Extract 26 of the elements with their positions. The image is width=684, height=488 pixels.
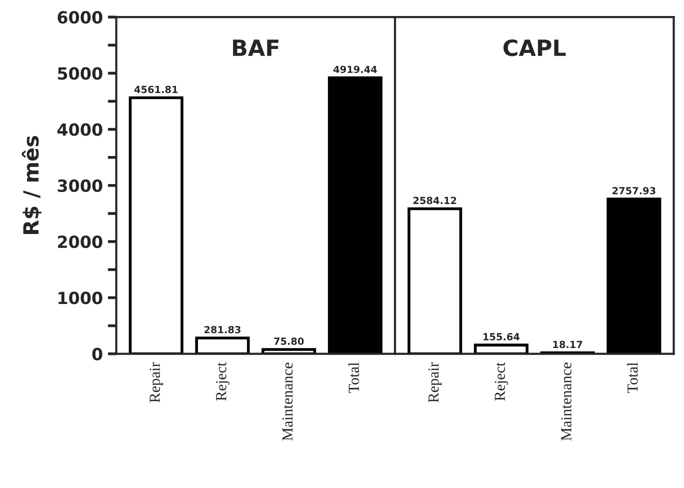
data-label: 281.83 xyxy=(204,326,240,334)
x-tick-label: Reject xyxy=(494,362,508,401)
y-tick-label: 4000 xyxy=(57,123,102,136)
x-tick-label: Maintenance xyxy=(561,362,572,441)
text: CAPL xyxy=(504,39,566,56)
x-tick-label: Total xyxy=(348,362,360,394)
data-label: 2757.93 xyxy=(612,187,656,194)
data-label: 75.80 xyxy=(274,338,304,345)
data-label: 4561.81 xyxy=(134,86,178,94)
y-tick-label: 2000 xyxy=(58,236,102,248)
x-tick-label: Total xyxy=(626,362,638,394)
y-tick-label: 5000 xyxy=(58,67,102,80)
x-tick-label: Maintenance xyxy=(282,362,293,441)
x-tick-label: Repair xyxy=(428,362,442,402)
y-axis-title: R$ / mês xyxy=(22,136,42,234)
data-label: 2584.12 xyxy=(413,196,456,204)
data-label: 4919.44 xyxy=(333,66,377,74)
x-tick-label: Reject xyxy=(216,362,230,401)
y-tick-label: 3000 xyxy=(58,179,102,192)
y-tick-label: 0 xyxy=(92,348,102,360)
y-tick-label: 1000 xyxy=(58,292,102,304)
data-label: 155.64 xyxy=(484,333,520,340)
data-label: 18.17 xyxy=(553,340,582,348)
text: BAF xyxy=(233,40,278,56)
y-tick-label: 6000 xyxy=(58,11,102,24)
x-tick-label: Repair xyxy=(150,362,164,402)
